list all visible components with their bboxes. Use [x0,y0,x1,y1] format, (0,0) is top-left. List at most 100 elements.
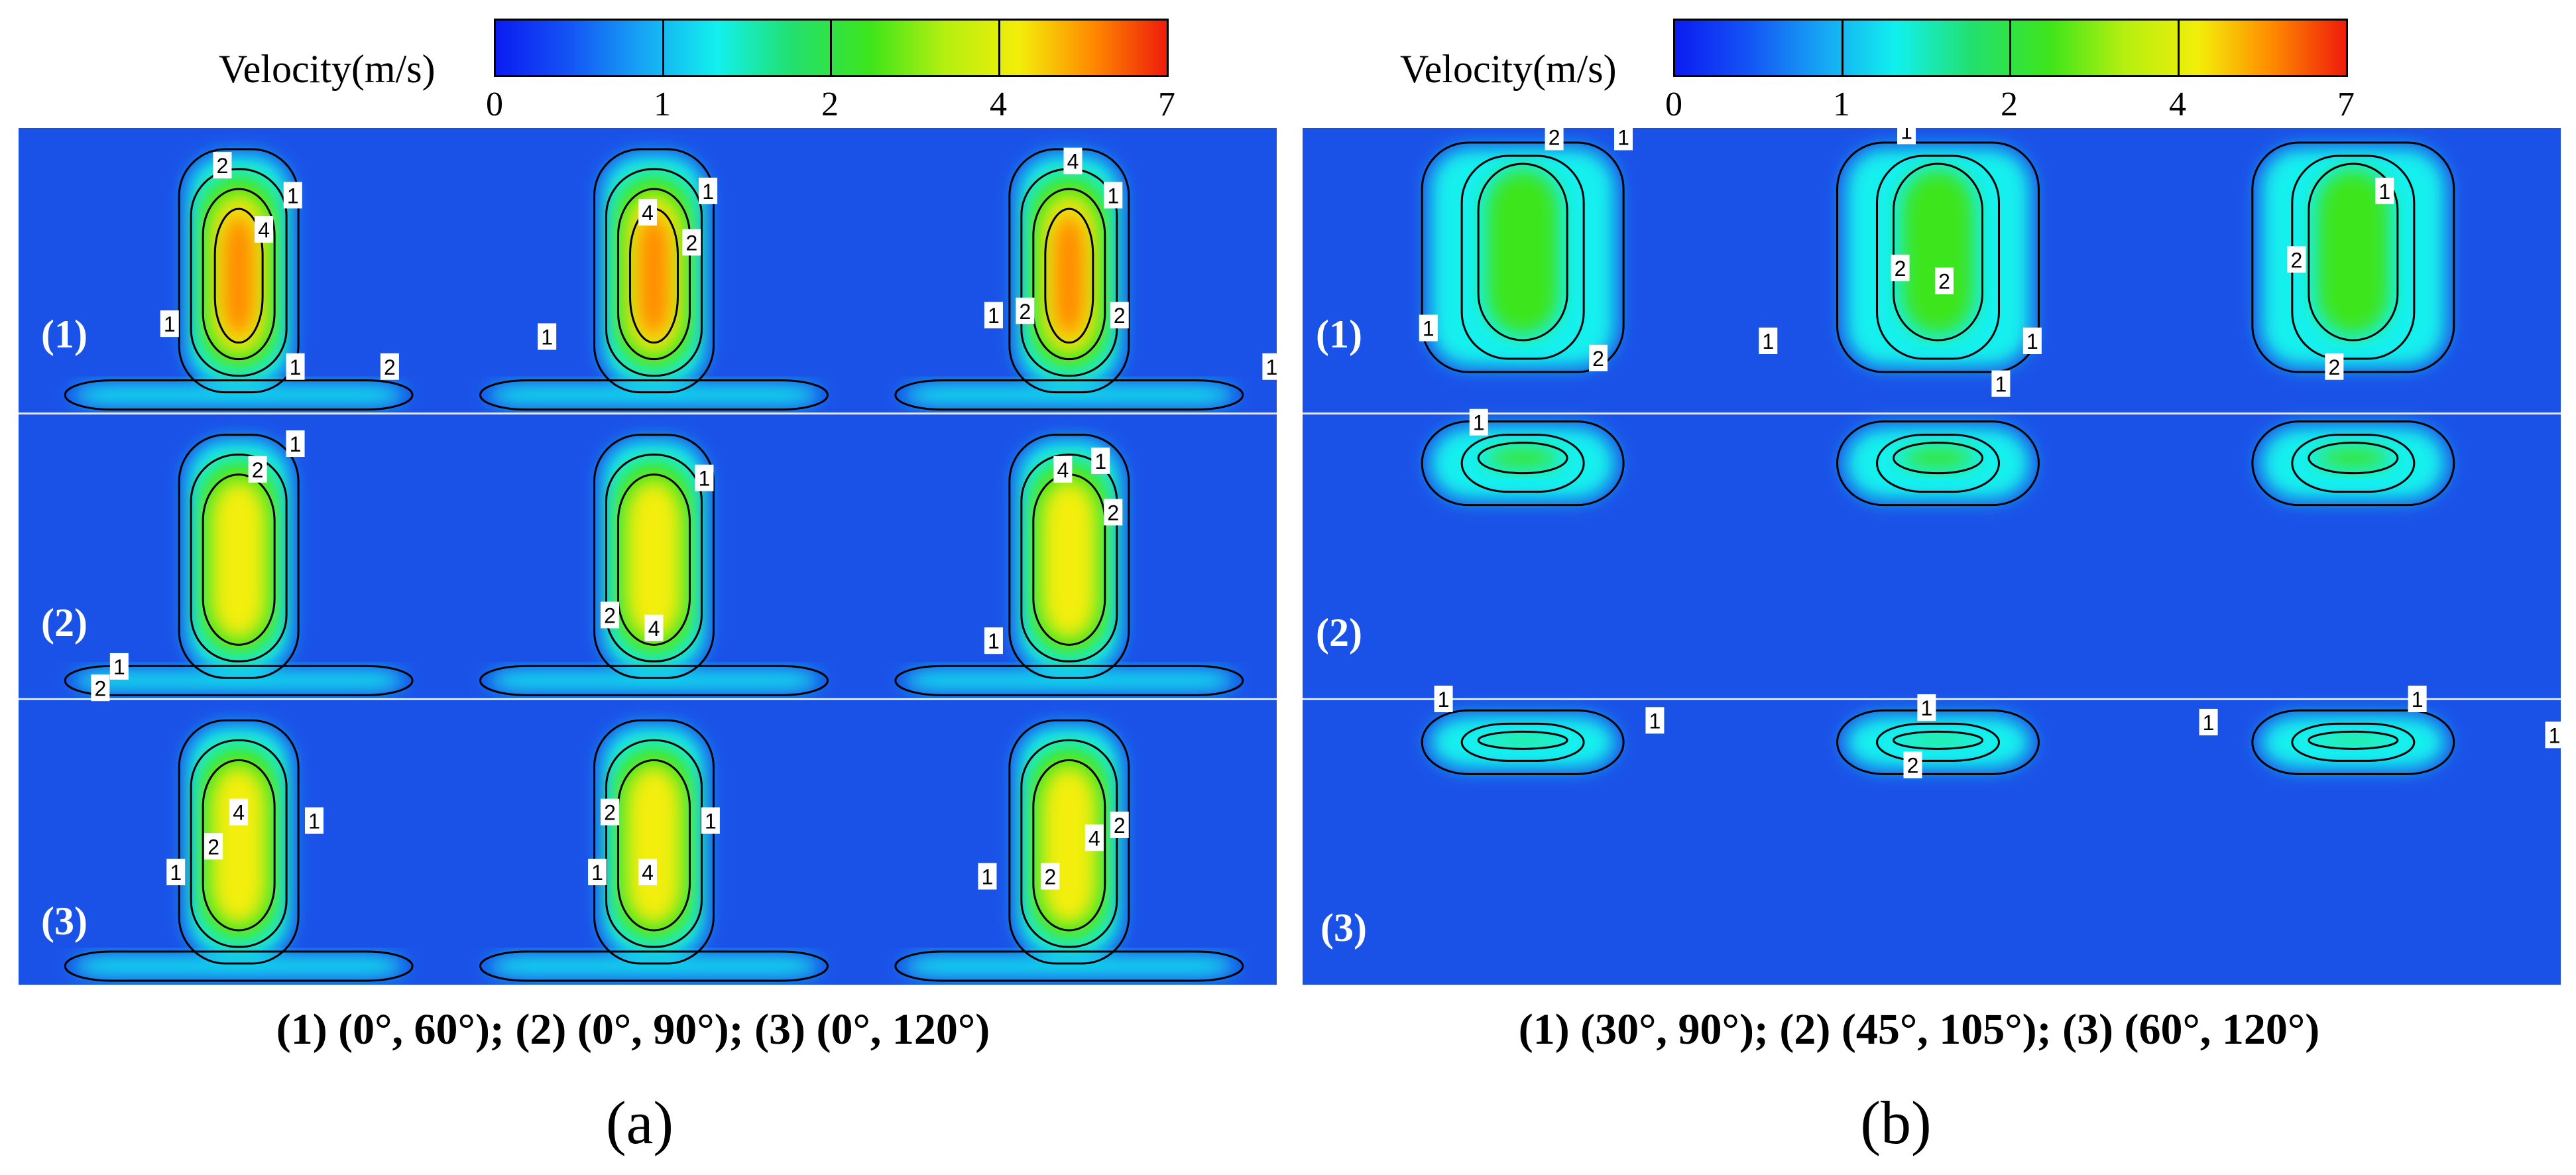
svg-text:1: 1 [2549,723,2561,747]
row-3 [1421,709,2455,775]
velocity-region [211,479,267,640]
svg-text:4: 4 [648,617,660,641]
contour-line [2308,162,2399,341]
contour-label: 4 [644,614,664,641]
svg-text:2: 2 [252,458,264,482]
contour-line [479,950,829,982]
contour-label: 2 [380,353,399,380]
velocity-region [638,214,670,338]
contour-label: 1 [2545,721,2561,749]
svg-text:1: 1 [287,184,299,208]
row-1 [1421,141,2455,373]
contour-line [190,739,288,948]
contour-line [1836,709,2040,775]
colorbar-b-tick-1: 1 [1833,86,1850,123]
contour-label: 2 [1903,751,1922,778]
colorbar-a-tick-0: 0 [486,86,503,123]
contour-label: 1 [1897,128,1916,145]
contour-line [616,188,691,361]
svg-text:2: 2 [1592,347,1604,371]
jet-3-3 [2251,709,2455,775]
contour-label: 1 [160,310,179,338]
colorbar-a-separator [830,21,832,75]
contour-label: 2 [2325,353,2344,380]
velocity-title-b: Velocity(m/s) [1400,47,1617,91]
contour-label: 1 [701,807,720,834]
svg-text:1: 1 [113,655,125,679]
contour-line [1460,722,1585,762]
svg-text:2: 2 [604,603,616,627]
contour-label: 4 [1053,456,1073,483]
colorbar-a-tick-3: 4 [990,86,1007,123]
contour-line [1892,162,1983,341]
contour-line [1020,739,1118,948]
contour-line [2251,141,2455,373]
contour-label: 2 [1545,128,1564,151]
contour-label: 2 [213,152,232,179]
contour-label: 4 [638,199,657,226]
velocity-region [73,957,405,975]
colorbar-b-tick-3: 4 [2169,86,2186,123]
contour-label: 1 [1091,447,1110,474]
contour-line [1421,141,1625,373]
svg-text:1: 1 [2026,330,2038,353]
contour-label: 1 [984,627,1003,654]
row-label-b-1: (1) [1316,312,1362,356]
contour-label: 1 [699,177,718,204]
svg-text:1: 1 [702,180,714,204]
contour-label: 1 [2375,177,2394,204]
row-label-b-2: (2) [1316,611,1362,654]
colorbar-b-tick-0: 0 [1665,86,1682,123]
contour-line [1008,719,1130,965]
svg-text:1: 1 [1649,709,1661,733]
colorbar-a-tick-2: 2 [821,86,839,123]
contour-label: 1 [984,302,1003,329]
svg-text:2: 2 [2328,355,2340,379]
jet-2-1 [1421,420,1625,507]
contour-line [616,759,691,932]
contour-label: 1 [1469,408,1488,436]
svg-text:1: 1 [1266,355,1277,379]
svg-text:2: 2 [217,154,229,178]
contour-line [178,719,300,965]
svg-text:1: 1 [164,312,176,336]
row-3 [64,719,1244,982]
contour-label: 2 [601,798,620,826]
sublabel-b: (b) [1860,1089,1932,1156]
contour-line [593,719,715,965]
contour-label: 1 [978,863,997,890]
jet-1-3 [2251,141,2455,373]
contour-label: 1 [1104,182,1123,209]
contour-line [1875,434,2000,493]
svg-text:2: 2 [1114,304,1126,328]
contour-line [616,473,691,646]
contour-label: 1 [2408,686,2427,713]
jet-3-1 [64,719,414,982]
svg-text:1: 1 [1094,450,1106,473]
contour-label: 1 [2199,708,2218,735]
contour-line [1836,420,2040,507]
contour-line [1460,155,1585,360]
svg-text:4: 4 [1057,458,1069,482]
svg-text:2: 2 [1938,270,1950,294]
velocity-region [488,671,820,690]
velocity-region [1901,448,1975,468]
jet-2-2 [1836,420,2040,507]
svg-text:1: 1 [988,304,1000,328]
velocity-region [488,957,820,975]
contour-label: 2 [1891,255,1910,282]
velocity-region [626,479,682,640]
contour-label: 2 [204,833,223,860]
contour-label: 1 [1419,314,1438,341]
jet-2-2 [479,434,829,696]
svg-text:1: 1 [1438,688,1450,711]
contour-line [593,434,715,679]
velocity-region [1486,737,1560,744]
svg-text:1: 1 [699,467,711,491]
velocity-region [2316,737,2390,744]
contour-line [894,950,1244,982]
jet-1-3 [894,148,1244,411]
contour-line [1875,722,2000,762]
svg-text:2: 2 [686,231,698,255]
